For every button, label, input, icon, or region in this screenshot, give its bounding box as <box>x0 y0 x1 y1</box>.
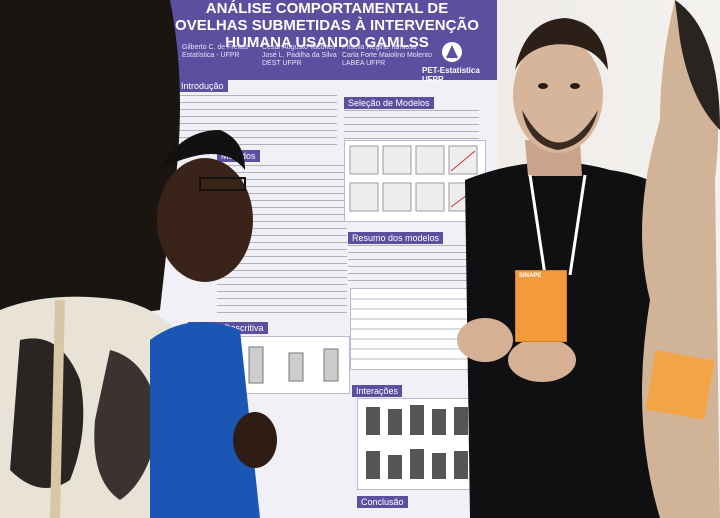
pet-logo-icon <box>442 42 462 62</box>
section-conclusao: Conclusão <box>357 496 408 508</box>
poster-logo-text: PET-Estatística UFPR <box>422 66 480 84</box>
poster-header: ANÁLISE COMPORTAMENTAL DE OVELHAS SUBMET… <box>152 0 497 84</box>
conference-badge: SINAPE <box>515 270 567 342</box>
research-poster: ANÁLISE COMPORTAMENTAL DE OVELHAS SUBMET… <box>150 0 497 518</box>
middle-man <box>150 130 277 518</box>
poster-authors-mid: Cesar Augusto Taconeli José L. Padilha d… <box>262 44 337 67</box>
resumo-table <box>350 288 472 370</box>
section-interacoes: Interações <box>352 385 403 397</box>
resumo-text-block <box>348 245 483 285</box>
poster-authors-right: Priscila Regina Tamioso Carla Forte Maio… <box>342 44 432 67</box>
section-intro: Introdução <box>177 80 228 92</box>
interacoes-figure <box>357 398 489 490</box>
section-selecao: Seleção de Modelos <box>344 97 434 109</box>
section-resumo: Resumo dos modelos <box>348 232 444 244</box>
right-edge-person <box>642 0 720 518</box>
poster-authors-left: Gilberto C. de Freitas Estatística - UFP… <box>182 44 249 59</box>
selecao-text-block <box>344 110 479 140</box>
poster-title: ANÁLISE COMPORTAMENTAL DE OVELHAS SUBMET… <box>175 0 479 51</box>
held-folder <box>645 350 715 420</box>
badge-text: SINAPE <box>519 273 542 279</box>
